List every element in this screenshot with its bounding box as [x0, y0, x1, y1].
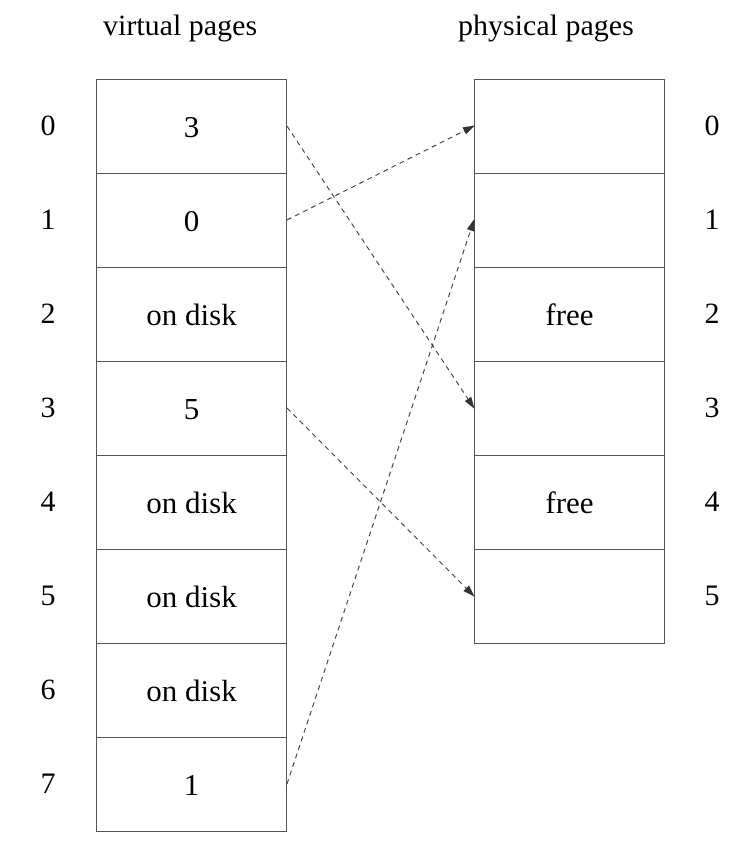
mapping-arrow-v1-to-p0 — [286, 125, 475, 221]
physical-page-4: free — [475, 456, 664, 550]
virtual-index-0: 0 — [40, 109, 56, 142]
physical-index-3: 3 — [704, 391, 720, 424]
virtual-index-4: 4 — [40, 485, 56, 518]
virtual-index-1: 1 — [40, 203, 56, 236]
physical-index-5: 5 — [704, 579, 720, 612]
virtual-pages-table: 3 0 on disk 5 on disk on disk on disk 1 — [96, 79, 287, 832]
mapping-arrow-v7-to-p1 — [286, 219, 475, 785]
virtual-page-5: on disk — [97, 550, 286, 644]
physical-page-0 — [475, 80, 664, 174]
physical-page-2: free — [475, 268, 664, 362]
mapping-arrow-v0-to-p3 — [286, 125, 475, 409]
virtual-page-6: on disk — [97, 644, 286, 738]
virtual-index-3: 3 — [40, 391, 56, 424]
physical-index-0: 0 — [704, 109, 720, 142]
physical-page-3 — [475, 362, 664, 456]
virtual-page-0: 3 — [97, 80, 286, 174]
mapping-arrow-v3-to-p5 — [286, 407, 475, 597]
virtual-index-5: 5 — [40, 579, 56, 612]
virtual-page-3: 5 — [97, 362, 286, 456]
physical-index-1: 1 — [704, 203, 720, 236]
physical-page-1 — [475, 174, 664, 268]
virtual-index-2: 2 — [40, 297, 56, 330]
physical-pages-table: free free — [474, 79, 665, 644]
physical-index-4: 4 — [704, 485, 720, 518]
virtual-index-7: 7 — [40, 767, 56, 800]
virtual-page-2: on disk — [97, 268, 286, 362]
virtual-page-4: on disk — [97, 456, 286, 550]
virtual-page-7: 1 — [183, 767, 200, 802]
physical-index-2: 2 — [704, 297, 720, 330]
physical-page-5 — [475, 550, 664, 644]
virtual-page-1: 0 — [97, 174, 286, 268]
virtual-index-6: 6 — [40, 673, 56, 706]
virtual-pages-title: virtual pages — [103, 9, 258, 42]
physical-pages-title: physical pages — [458, 9, 634, 42]
